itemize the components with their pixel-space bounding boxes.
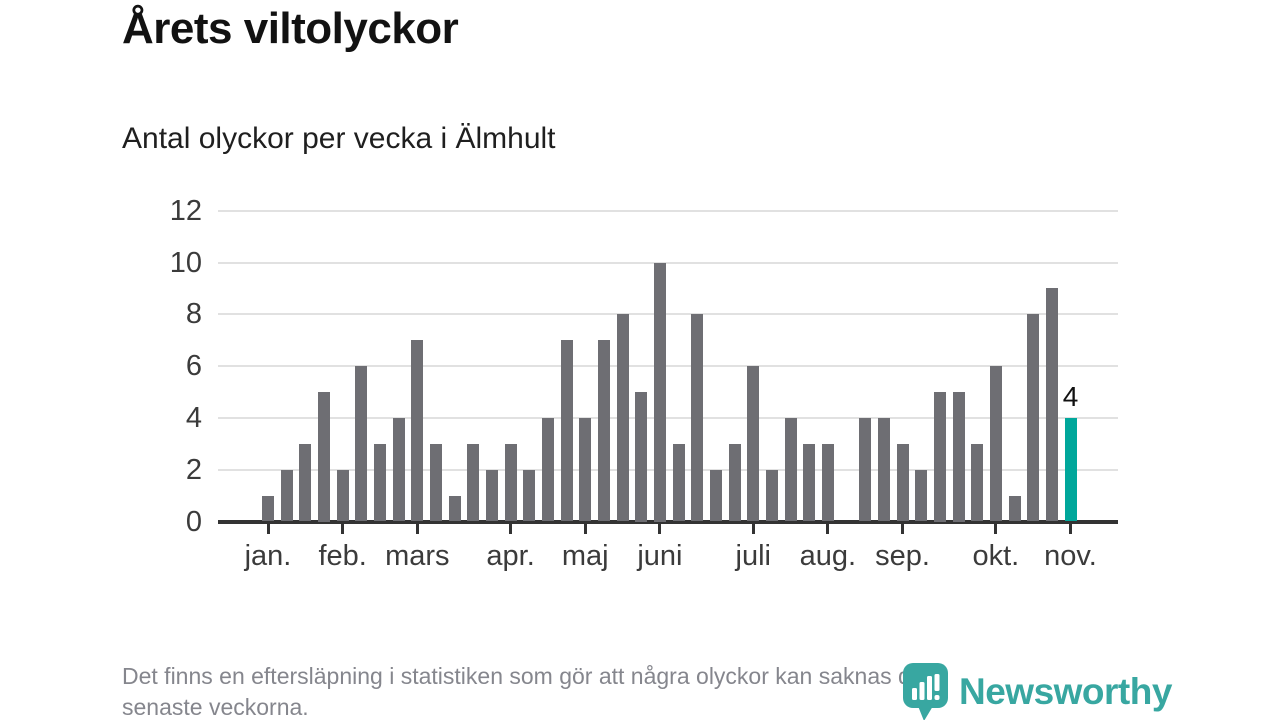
bar xyxy=(877,417,890,522)
bar xyxy=(429,443,442,522)
gridline xyxy=(218,313,1118,316)
bar xyxy=(560,340,573,522)
x-axis-tick xyxy=(658,523,662,534)
newsworthy-speech-bubble-icon xyxy=(903,663,948,720)
bar xyxy=(728,443,741,522)
bar xyxy=(709,469,722,522)
bar xyxy=(579,417,592,522)
bar xyxy=(523,469,536,522)
bar xyxy=(933,392,946,522)
x-axis-tick xyxy=(583,523,587,534)
x-axis-month-label: feb. xyxy=(318,540,367,572)
bar xyxy=(952,392,965,522)
bar xyxy=(467,443,480,522)
gridline xyxy=(218,468,1118,471)
bar xyxy=(1008,495,1021,522)
x-axis-month-label: sep. xyxy=(875,540,930,572)
bar xyxy=(392,417,405,522)
x-axis-month-label: jan. xyxy=(244,540,292,572)
bar xyxy=(280,469,293,522)
bar xyxy=(262,495,274,522)
x-axis-tick xyxy=(509,523,513,534)
bar xyxy=(821,443,834,522)
x-axis-month-label: maj xyxy=(561,540,609,572)
bar xyxy=(448,495,461,522)
page-title: Årets viltolyckor xyxy=(122,4,459,53)
bar xyxy=(504,443,517,522)
x-axis-month-label: aug. xyxy=(799,540,857,572)
bar xyxy=(672,443,685,522)
x-axis-tick xyxy=(1069,523,1072,534)
chart-subtitle: Antal olyckor per vecka i Älmhult xyxy=(122,122,556,155)
x-axis-month-label: mars xyxy=(385,540,450,572)
bar xyxy=(859,417,872,522)
bar xyxy=(971,443,984,522)
y-axis-tick-label: 12 xyxy=(169,194,202,227)
bar xyxy=(373,443,386,522)
x-axis-month-label: apr. xyxy=(486,540,535,572)
bar xyxy=(485,469,498,522)
y-axis-tick-label: 4 xyxy=(185,401,202,434)
gridline xyxy=(218,416,1118,419)
x-axis-tick xyxy=(415,523,419,534)
highlight-value-label: 4 xyxy=(1062,380,1079,412)
x-axis-month-label: juni xyxy=(637,540,683,572)
footnote-line-1: Det finns en eftersläpning i statistiken… xyxy=(122,663,924,689)
y-axis-tick-label: 2 xyxy=(185,453,202,486)
bar xyxy=(411,340,424,522)
x-axis-tick xyxy=(751,523,755,534)
x-axis-month-label: juli xyxy=(735,540,771,572)
gridline xyxy=(218,209,1118,212)
bar xyxy=(616,314,629,522)
y-axis-tick-label: 6 xyxy=(185,350,202,383)
bar xyxy=(765,469,778,522)
x-axis-month-label: okt. xyxy=(972,540,1020,572)
bar xyxy=(747,366,760,522)
bar xyxy=(915,469,928,522)
x-axis-tick xyxy=(994,523,998,534)
footnote: Det finns en eftersläpning i statistiken… xyxy=(122,661,1062,720)
footnote-line-2: senaste veckorna. xyxy=(122,694,309,720)
bar xyxy=(896,443,909,522)
bar xyxy=(336,469,349,522)
highlight-bar xyxy=(1064,417,1077,522)
x-axis-line xyxy=(218,519,1118,524)
y-axis-tick-label: 10 xyxy=(169,246,202,279)
bar xyxy=(317,392,330,522)
bar xyxy=(299,443,312,522)
bar xyxy=(1027,314,1040,522)
x-axis-tick xyxy=(826,523,830,534)
newsworthy-logo: Newsworthy xyxy=(902,662,1172,720)
bar xyxy=(1045,288,1058,522)
bar xyxy=(989,366,1002,522)
x-axis-tick xyxy=(901,523,905,534)
x-axis-month-label: nov. xyxy=(1044,540,1097,572)
bar xyxy=(541,417,554,522)
bar xyxy=(597,340,610,522)
gridline xyxy=(218,365,1118,368)
bar xyxy=(784,417,797,522)
gridline xyxy=(218,261,1118,264)
newsworthy-wordmark: Newsworthy xyxy=(959,671,1172,712)
bar xyxy=(691,314,704,522)
bar xyxy=(635,392,648,522)
y-axis-tick-label: 8 xyxy=(185,298,202,331)
y-axis-tick-label: 0 xyxy=(185,505,202,538)
x-axis-tick xyxy=(341,523,345,534)
x-axis-tick xyxy=(266,523,270,534)
bar xyxy=(803,443,816,522)
bar xyxy=(653,262,666,522)
bar xyxy=(355,366,368,522)
